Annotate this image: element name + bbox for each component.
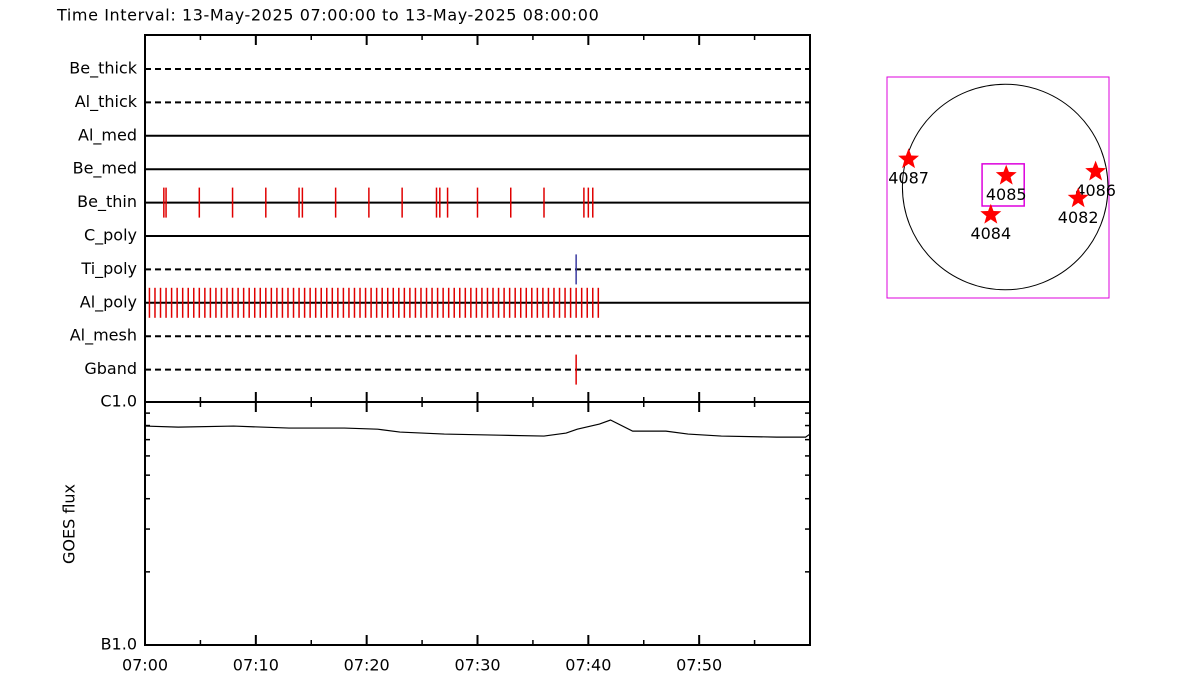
y-tick-label: B1.0	[101, 635, 137, 654]
x-tick-label: 07:20	[344, 656, 390, 675]
region-star	[1067, 187, 1089, 208]
row-label: Be_thin	[77, 192, 137, 212]
row-label: Gband	[84, 359, 137, 378]
x-tick-label: 07:10	[233, 656, 279, 675]
region-label: 4087	[888, 169, 929, 188]
row-label: Be_thick	[69, 59, 137, 79]
row-label: Al_mesh	[70, 326, 137, 346]
x-tick-label: 07:00	[122, 656, 168, 675]
chart-title: Time Interval: 13-May-2025 07:00:00 to 1…	[56, 6, 599, 25]
x-tick-label: 07:40	[565, 656, 611, 675]
row-label: C_poly	[84, 226, 137, 246]
region-label: 4082	[1058, 208, 1099, 227]
row-label: Al_med	[78, 125, 137, 145]
event-frame	[144, 34, 811, 403]
solar-disk	[901, 83, 1109, 291]
x-tick-label: 07:30	[454, 656, 500, 675]
row-label: Al_thick	[75, 92, 138, 112]
row-label: Al_poly	[80, 292, 137, 312]
row-label: Ti_poly	[80, 259, 137, 279]
map-frame	[886, 76, 1110, 299]
region-label: 4084	[970, 224, 1011, 243]
x-tick-label: 07:50	[676, 656, 722, 675]
region-star	[1085, 160, 1107, 181]
goes-frame	[144, 401, 811, 646]
goes-curve	[144, 419, 811, 438]
fov-box	[981, 163, 1025, 207]
region-star	[898, 148, 919, 169]
row-label: Be_med	[73, 159, 137, 179]
region-label: 4085	[986, 185, 1027, 204]
region-star	[995, 164, 1017, 185]
y-axis-label: GOES flux	[60, 484, 79, 564]
y-tick-label: C1.0	[100, 392, 137, 411]
region-star	[980, 203, 1002, 224]
